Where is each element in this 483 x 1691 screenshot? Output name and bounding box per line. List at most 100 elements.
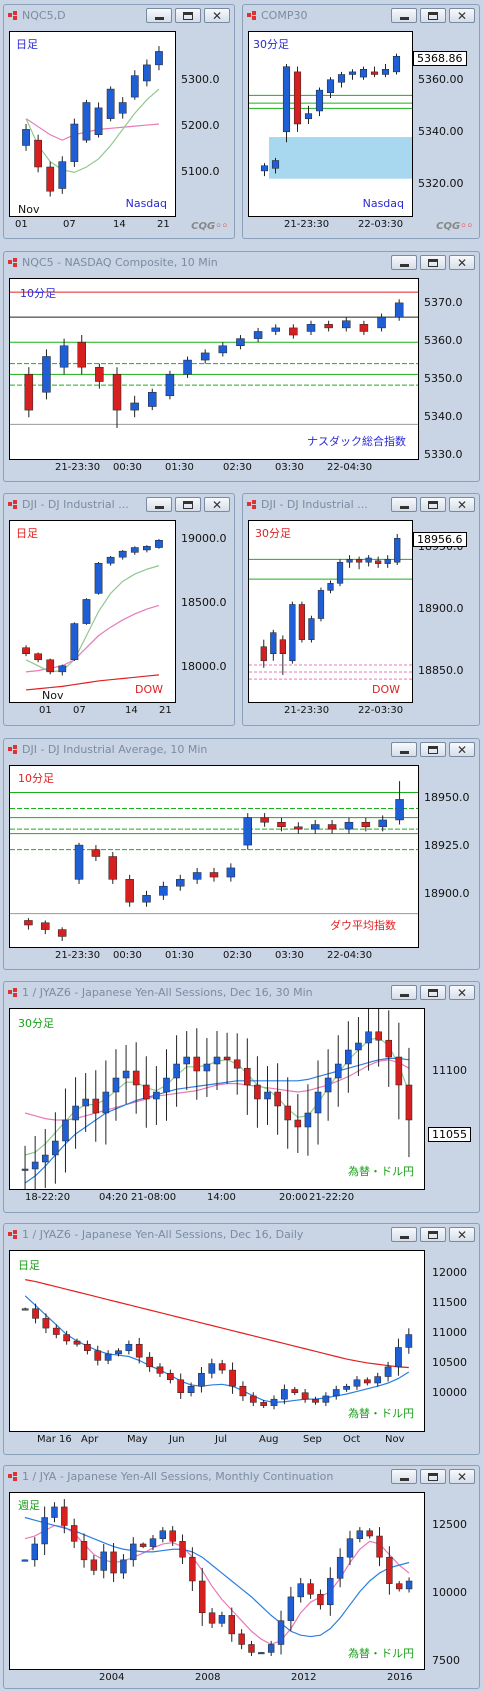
close-button[interactable]: ✕ [449, 497, 475, 512]
candle-body [112, 1077, 120, 1093]
candle-body [74, 844, 84, 880]
candle-body [80, 1541, 88, 1561]
minimize-button[interactable] [391, 1469, 417, 1484]
minimize-button[interactable] [146, 8, 172, 23]
moving-average-line [25, 565, 160, 673]
x-tick: Jun [169, 1434, 185, 1445]
chart-plot[interactable]: 30分足 Nasdaq [248, 31, 413, 217]
x-tick: 01:30 [165, 950, 194, 961]
candle-body [94, 562, 103, 594]
minimize-button[interactable] [391, 1227, 417, 1242]
chart-plot[interactable]: 10分足 ナスダック総合指数 [9, 278, 419, 460]
close-icon: ✕ [456, 1469, 468, 1484]
cqg-logo-icon [247, 11, 256, 20]
close-button[interactable]: ✕ [449, 255, 475, 270]
candle-body [130, 402, 139, 411]
close-button[interactable]: ✕ [449, 985, 475, 1000]
candle-body [376, 1535, 383, 1558]
candle-body [21, 1308, 29, 1311]
candle-body [155, 540, 163, 548]
close-button[interactable]: ✕ [449, 1469, 475, 1484]
close-button[interactable]: ✕ [449, 1227, 475, 1242]
close-button[interactable]: ✕ [204, 8, 230, 23]
y-tick: 19000.0 [181, 532, 227, 545]
candle-body [208, 1363, 216, 1374]
minimize-button[interactable] [391, 255, 417, 270]
minimize-button[interactable] [391, 742, 417, 757]
x-tick: 21 [157, 219, 170, 230]
title-bar[interactable]: DJI - DJ Industrial ... ✕ [4, 494, 234, 516]
candle-body [267, 1644, 275, 1653]
candle-body [112, 374, 122, 411]
chart-plot[interactable]: 日足 為替・ドル円 [9, 1250, 425, 1432]
candle-body [324, 1077, 332, 1093]
moving-average-line [24, 1295, 410, 1403]
maximize-button[interactable] [420, 985, 446, 1000]
cqg-logo-icon [247, 500, 256, 509]
candle-body [72, 1105, 79, 1121]
title-bar[interactable]: DJI - DJ Industrial Average, 10 Min ✕ [4, 739, 479, 761]
chart-plot[interactable]: 10分足 ダウ平均指数 [9, 765, 419, 948]
minimize-button[interactable] [391, 985, 417, 1000]
candle-body [22, 129, 30, 146]
title-bar[interactable]: 1 / JYAZ6 - Japanese Yen-All Sessions, D… [4, 1224, 479, 1246]
candle-body [94, 1350, 102, 1361]
chart-plot[interactable]: 30分足 為替・ドル円 [9, 1008, 425, 1190]
minimize-button[interactable] [391, 8, 417, 23]
window-title: COMP30 [261, 9, 308, 22]
window-dji-10min: DJI - DJ Industrial Average, 10 Min ✕ 10… [3, 738, 480, 970]
candle-body [177, 1379, 185, 1393]
title-bar[interactable]: NQC5 - NASDAQ Composite, 10 Min ✕ [4, 252, 479, 274]
timeframe-label: 日足 [16, 527, 38, 540]
candle-body [260, 165, 269, 172]
maximize-button[interactable] [420, 255, 446, 270]
chart-plot[interactable]: 日足 Nasdaq Nov [9, 31, 176, 217]
x-tick: 02:30 [223, 462, 252, 473]
maximize-button[interactable] [420, 8, 446, 23]
maximize-button[interactable] [175, 497, 201, 512]
candlestick-chart [10, 781, 418, 941]
y-tick: 5330.0 [424, 448, 463, 461]
title-bar[interactable]: 1 / JYAZ6 - Japanese Yen-All Sessions, D… [4, 982, 479, 1004]
maximize-button[interactable] [420, 497, 446, 512]
candle-body [346, 559, 353, 563]
maximize-button[interactable] [420, 742, 446, 757]
candle-body [291, 1389, 299, 1393]
close-icon: ✕ [456, 497, 468, 512]
candle-body [248, 1644, 255, 1653]
maximize-button[interactable] [175, 8, 201, 23]
chart-plot[interactable]: 30分足 DOW [248, 520, 413, 703]
candle-body [386, 1556, 393, 1584]
chart-plot[interactable]: 日足 DOW Nov [9, 520, 176, 703]
candle-body [203, 1063, 211, 1072]
candle-body [192, 872, 202, 880]
candle-body [41, 1154, 49, 1163]
candle-body [395, 1056, 403, 1086]
close-button[interactable]: ✕ [449, 8, 475, 23]
maximize-icon [428, 1472, 438, 1481]
close-button[interactable]: ✕ [204, 497, 230, 512]
candlestick-chart [22, 539, 163, 691]
close-icon: ✕ [211, 497, 223, 512]
candle-body [218, 345, 228, 354]
candlestick-chart [21, 1499, 413, 1657]
title-bar[interactable]: NQC5,D ✕ [4, 5, 234, 27]
minimize-button[interactable] [146, 497, 172, 512]
title-bar[interactable]: 1 / JYA - Japanese Yen-All Sessions, Mon… [4, 1466, 479, 1488]
maximize-icon [428, 258, 438, 267]
chart-plot[interactable]: 週足 為替・ドル円 [9, 1492, 425, 1670]
x-tick: 21-23:30 [284, 705, 330, 716]
candle-body [41, 1517, 48, 1545]
minimize-button[interactable] [391, 497, 417, 512]
candle-body [163, 1077, 170, 1093]
close-button[interactable]: ✕ [449, 742, 475, 757]
maximize-button[interactable] [420, 1469, 446, 1484]
x-axis: 18-22:20 04:20 21-08:00 14:00 20:00 21-2… [9, 1192, 425, 1210]
window-title: NQC5,D [22, 9, 66, 22]
candle-body [374, 1376, 382, 1384]
x-tick: Sep [303, 1434, 322, 1445]
title-bar[interactable]: COMP30 ✕ [243, 5, 479, 27]
maximize-button[interactable] [420, 1227, 446, 1242]
y-axis: 18950.0 18900.0 18850.0 [416, 520, 478, 703]
title-bar[interactable]: DJI - DJ Industrial ... ✕ [243, 494, 479, 516]
